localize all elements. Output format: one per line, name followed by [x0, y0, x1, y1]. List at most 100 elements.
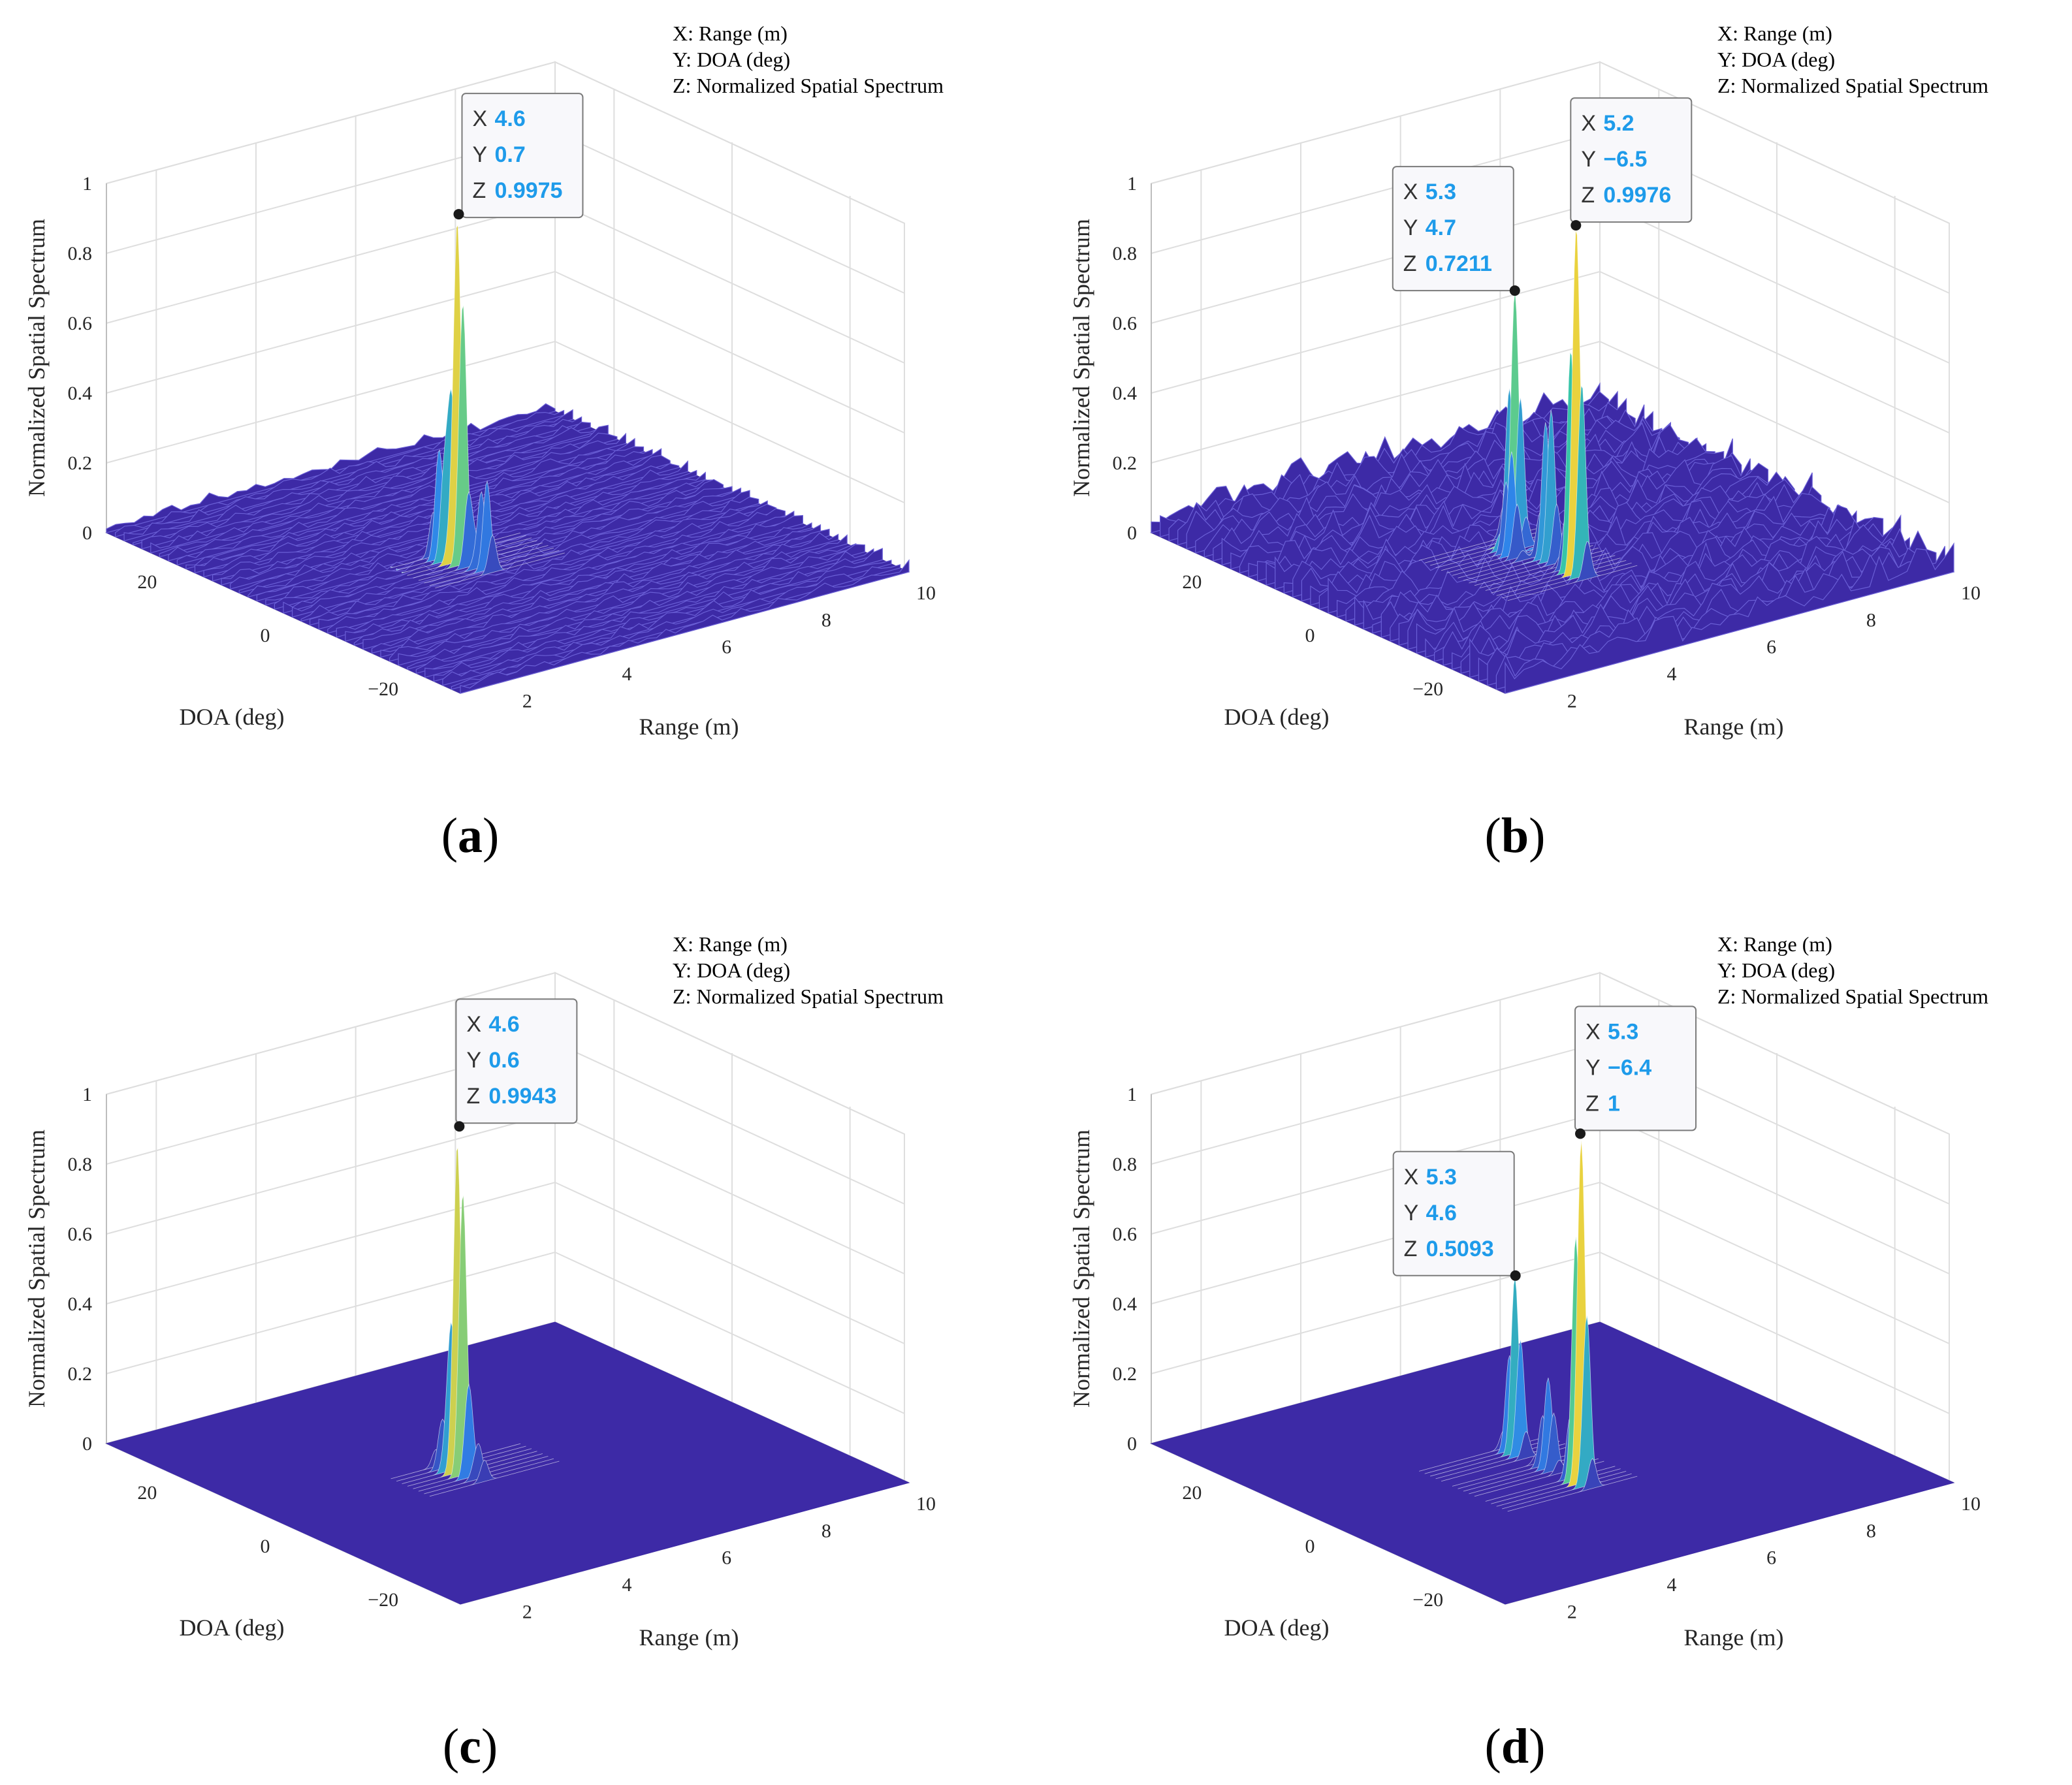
- datatip-key: X: [472, 106, 487, 131]
- noise-ridge: [185, 437, 635, 570]
- z-tick-label: 1: [1127, 1084, 1137, 1105]
- datatip: X 5.3 Y 4.6 Z 0.5093: [1392, 1150, 1521, 1281]
- x-tick-label: 8: [1866, 1520, 1876, 1541]
- z-tick-label: 0: [1127, 1433, 1137, 1455]
- datatip: X 4.6 Y 0.6 Z 0.9943: [454, 998, 578, 1132]
- axis-legend-line: Y: DOA (deg): [1717, 48, 1835, 71]
- y-tick-label: 0: [1305, 625, 1315, 646]
- y-tick-label: 0: [261, 1536, 270, 1557]
- noise-ridge: [345, 511, 795, 642]
- datatip-key: Z: [466, 1084, 480, 1109]
- z-tick-label: 0.4: [1113, 1293, 1138, 1315]
- panel-caption: (c): [443, 1719, 498, 1774]
- datatip-box: [461, 93, 584, 219]
- x-tick-label: 4: [622, 663, 632, 685]
- panel-a: 0 0.2 0.4 0.6 0.8 1 2 4 6 8 10 20 0 −20 Normalized Spa…: [24, 22, 944, 863]
- x-tick-label: 10: [1961, 1493, 1981, 1515]
- datatip-marker: [453, 209, 464, 220]
- datatip-value: −6.5: [1603, 147, 1647, 172]
- y-tick-label: −20: [1412, 678, 1443, 700]
- datatip-value: 5.2: [1603, 111, 1634, 136]
- z-tick-label: 0.2: [68, 1363, 93, 1385]
- peak-slice: [1507, 541, 1638, 601]
- datatip-key: Z: [472, 178, 486, 203]
- panel-caption: (b): [1485, 808, 1546, 863]
- x-tick-label: 10: [1961, 582, 1981, 604]
- z-tick-label: 0.4: [68, 1293, 93, 1315]
- z-axis-label: Normalized Spatial Spectrum: [24, 1129, 50, 1408]
- z-tick-label: 0.6: [1113, 1224, 1138, 1245]
- noise-ridge: [292, 487, 742, 618]
- z-tick-label: 0.6: [68, 1224, 93, 1245]
- datatip-marker: [1575, 1128, 1586, 1139]
- x-tick-label: 8: [821, 1520, 831, 1541]
- datatip-value: 0.9943: [488, 1084, 556, 1109]
- z-tick-label: 0.4: [68, 383, 93, 404]
- datatip-box: [455, 998, 578, 1124]
- axis-legend-line: X: Range (m): [1717, 22, 1832, 45]
- datatip-key: Z: [1581, 183, 1595, 208]
- z-tick-label: 0.6: [68, 313, 93, 334]
- y-axis-label: DOA (deg): [180, 1615, 285, 1641]
- noise-ridge: [176, 432, 627, 565]
- z-tick-label: 0: [82, 1433, 92, 1455]
- x-tick-label: 2: [522, 690, 532, 712]
- y-axis-label: DOA (deg): [1224, 1615, 1330, 1641]
- y-axis-label: DOA (deg): [1224, 704, 1330, 730]
- datatip-key: Z: [1586, 1091, 1599, 1116]
- x-axis-label: Range (m): [639, 714, 739, 740]
- x-tick-label: 2: [1567, 1601, 1577, 1622]
- noise-ridge: [133, 416, 582, 546]
- peak-slice: [1491, 352, 1621, 593]
- datatip: X 4.6 Y 0.7 Z 0.9975: [453, 93, 584, 220]
- y-tick-label: 20: [137, 571, 157, 593]
- datatip-value: 5.3: [1426, 180, 1456, 204]
- x-tick-label: 4: [1667, 663, 1677, 685]
- y-tick-label: −20: [1412, 1589, 1443, 1611]
- datatip: X 5.2 Y −6.5 Z 0.9976: [1570, 97, 1693, 231]
- tick-group: 0 0.2 0.4 0.6 0.8 1 2 4 6 8 10 20 0 −20: [68, 1084, 936, 1622]
- z-axis-label: Normalized Spatial Spectrum: [1068, 219, 1094, 497]
- x-tick-label: 10: [916, 1493, 936, 1515]
- datatip-key: Y: [1403, 215, 1418, 240]
- x-tick-label: 2: [1567, 690, 1577, 712]
- peak-slice: [1485, 519, 1616, 591]
- peak-slice: [1502, 1315, 1632, 1509]
- datatip-value: 4.6: [494, 106, 525, 131]
- x-axis-label: Range (m): [639, 1624, 739, 1651]
- peak-slice: [435, 534, 565, 588]
- datatip-key: Z: [1403, 251, 1417, 276]
- axis-legend-line: Y: DOA (deg): [673, 48, 790, 71]
- peak-slice: [1502, 385, 1632, 599]
- z-tick-label: 0: [1127, 522, 1137, 544]
- axis-legend-line: Z: Normalized Spatial Spectrum: [1717, 985, 1988, 1008]
- datatip-value: 1: [1608, 1091, 1620, 1116]
- datatip-value: 5.3: [1608, 1019, 1638, 1044]
- datatip-value: 0.6: [488, 1048, 519, 1073]
- y-tick-label: 20: [1182, 571, 1202, 593]
- noise-ridge: [424, 548, 874, 678]
- noise-ridge: [1230, 422, 1680, 570]
- z-tick-label: 1: [82, 1084, 92, 1105]
- noise-ridge: [141, 421, 591, 550]
- noise-ridge: [451, 564, 901, 690]
- datatip-box: [1392, 166, 1514, 292]
- peak-slice: [1424, 1355, 1555, 1474]
- peak-slice: [429, 1459, 560, 1497]
- datatip-key: X: [1581, 111, 1596, 136]
- datatip-key: Z: [1404, 1237, 1418, 1261]
- noise-ridge: [371, 524, 821, 654]
- datatip-value: 0.5093: [1426, 1237, 1494, 1261]
- x-tick-label: 4: [1667, 1574, 1677, 1596]
- noise-ridge: [159, 424, 609, 558]
- z-tick-label: 0.8: [1113, 243, 1138, 264]
- tick-group: 0 0.2 0.4 0.6 0.8 1 2 4 6 8 10 20 0 −20: [1113, 1084, 1981, 1622]
- datatip-value: 0.7211: [1426, 251, 1492, 276]
- noise-ridge: [168, 432, 618, 561]
- panel-caption: (d): [1485, 1719, 1546, 1774]
- surface-group: [1150, 1140, 1955, 1605]
- z-tick-label: 0: [82, 522, 92, 544]
- datatip-marker: [1510, 1270, 1521, 1281]
- datatip-key: Y: [1581, 147, 1596, 172]
